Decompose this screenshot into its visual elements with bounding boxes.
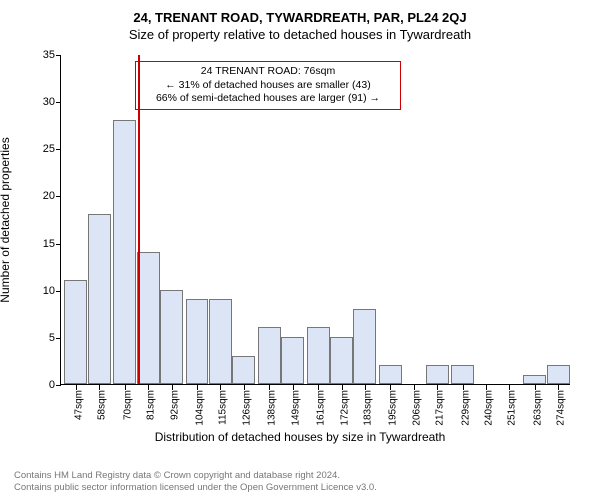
y-tick-mark xyxy=(56,55,61,56)
y-tick-mark xyxy=(56,291,61,292)
x-tick-label: 58sqm xyxy=(97,390,108,420)
x-tick-label: 81sqm xyxy=(146,390,157,420)
x-axis-label: Distribution of detached houses by size … xyxy=(0,430,600,444)
annotation-line1: 24 TRENANT ROAD: 76sqm xyxy=(142,65,394,79)
histogram-bar xyxy=(258,327,281,384)
x-tick-label: 115sqm xyxy=(218,390,229,425)
x-tick-label: 172sqm xyxy=(339,390,350,426)
annotation-line2: ← 31% of detached houses are smaller (43… xyxy=(142,79,394,93)
x-tick-label: 240sqm xyxy=(484,390,495,426)
histogram-bar xyxy=(547,365,570,384)
footer-line2: Contains public sector information licen… xyxy=(14,482,377,494)
histogram-bar xyxy=(330,337,353,384)
y-tick-label: 5 xyxy=(15,332,55,344)
y-tick-label: 15 xyxy=(15,238,55,250)
annotation-box: 24 TRENANT ROAD: 76sqm ← 31% of detached… xyxy=(135,61,401,110)
histogram-bar xyxy=(186,299,209,384)
x-tick-label: 274sqm xyxy=(556,390,567,426)
chart-title-address: 24, TRENANT ROAD, TYWARDREATH, PAR, PL24… xyxy=(0,0,600,25)
x-tick-label: 251sqm xyxy=(507,390,518,426)
histogram-bar xyxy=(523,375,546,384)
y-tick-label: 25 xyxy=(15,143,55,155)
x-tick-label: 47sqm xyxy=(73,390,84,420)
histogram-bar xyxy=(113,120,136,384)
histogram-bar xyxy=(281,337,304,384)
x-tick-label: 126sqm xyxy=(241,390,252,426)
histogram-bar xyxy=(88,214,111,384)
x-tick-label: 92sqm xyxy=(169,390,180,420)
reference-line xyxy=(138,55,140,384)
x-tick-label: 138sqm xyxy=(267,390,278,426)
y-tick-label: 10 xyxy=(15,285,55,297)
histogram-bar xyxy=(137,252,160,384)
y-tick-mark xyxy=(56,244,61,245)
y-tick-mark xyxy=(56,385,61,386)
x-tick-label: 195sqm xyxy=(388,390,399,426)
histogram-bar xyxy=(232,356,255,384)
plot-area: 24 TRENANT ROAD: 76sqm ← 31% of detached… xyxy=(60,55,570,385)
x-tick-label: 263sqm xyxy=(532,390,543,426)
x-tick-label: 149sqm xyxy=(290,390,301,426)
chart-container: 24, TRENANT ROAD, TYWARDREATH, PAR, PL24… xyxy=(0,0,600,500)
histogram-bar xyxy=(209,299,232,384)
x-tick-label: 229sqm xyxy=(460,390,471,426)
y-tick-label: 20 xyxy=(15,190,55,202)
chart-subtitle: Size of property relative to detached ho… xyxy=(0,25,600,42)
x-tick-label: 161sqm xyxy=(316,390,327,426)
histogram-bar xyxy=(426,365,449,384)
y-tick-label: 0 xyxy=(15,379,55,391)
x-tick-label: 70sqm xyxy=(122,390,133,420)
footer-attribution: Contains HM Land Registry data © Crown c… xyxy=(14,470,377,494)
footer-line1: Contains HM Land Registry data © Crown c… xyxy=(14,470,377,482)
y-tick-mark xyxy=(56,149,61,150)
y-tick-label: 30 xyxy=(15,96,55,108)
annotation-line3: 66% of semi-detached houses are larger (… xyxy=(142,92,394,106)
x-tick-label: 217sqm xyxy=(435,390,446,426)
histogram-bar xyxy=(379,365,402,384)
x-tick-label: 104sqm xyxy=(195,390,206,426)
histogram-bar xyxy=(353,309,376,384)
x-tick-label: 206sqm xyxy=(411,390,422,426)
histogram-bar xyxy=(307,327,330,384)
x-tick-label: 183sqm xyxy=(362,390,373,426)
plot-region: 24 TRENANT ROAD: 76sqm ← 31% of detached… xyxy=(60,55,570,385)
histogram-bar xyxy=(160,290,183,384)
y-tick-mark xyxy=(56,102,61,103)
y-tick-mark xyxy=(56,196,61,197)
y-tick-mark xyxy=(56,338,61,339)
histogram-bar xyxy=(64,280,87,384)
y-axis-label: Number of detached properties xyxy=(0,137,12,302)
histogram-bar xyxy=(451,365,474,384)
y-tick-label: 35 xyxy=(15,49,55,61)
